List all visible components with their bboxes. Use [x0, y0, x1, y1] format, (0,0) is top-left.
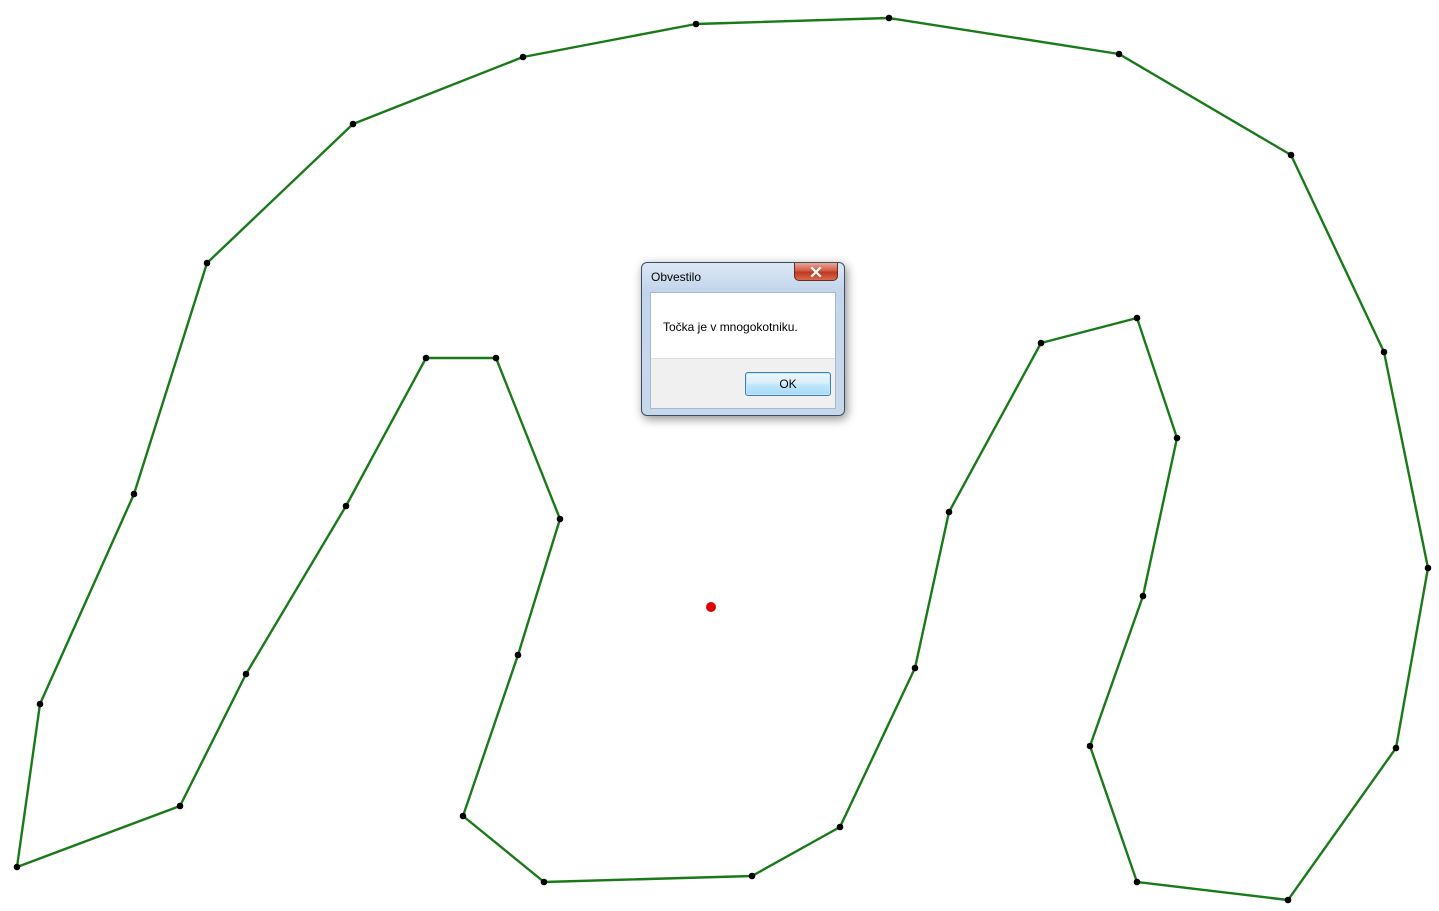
vertex-point [1115, 50, 1123, 58]
vertex-point [176, 802, 184, 810]
message-dialog: Obvestilo Točka je v mnogokotniku. OK [641, 262, 845, 416]
vertex-point [1133, 314, 1141, 322]
ok-button[interactable]: OK [745, 372, 831, 396]
vertex-point [519, 53, 527, 61]
vertex-point [945, 508, 953, 516]
vertex-point [748, 872, 756, 880]
vertex-point [130, 490, 138, 498]
vertex-point [1424, 564, 1432, 572]
vertex-point [1133, 878, 1141, 886]
vertex-point [349, 120, 357, 128]
dialog-body: Točka je v mnogokotniku. OK [650, 292, 836, 409]
dialog-footer: OK [651, 358, 835, 408]
vertex-point [1287, 151, 1295, 159]
vertex-point [885, 14, 893, 22]
vertex-point [692, 20, 700, 28]
vertex-point [459, 812, 467, 820]
vertex-point [242, 670, 250, 678]
dialog-title: Obvestilo [651, 270, 702, 284]
vertex-point [1173, 434, 1181, 442]
vertex-point [36, 700, 44, 708]
query-point [706, 602, 716, 612]
polygon-vertices [13, 14, 1432, 904]
vertex-point [1037, 339, 1045, 347]
vertex-point [342, 502, 350, 510]
dialog-message: Točka je v mnogokotniku. [663, 320, 798, 334]
vertex-point [1392, 744, 1400, 752]
vertex-point [1380, 348, 1388, 356]
vertex-point [540, 878, 548, 886]
close-x-icon [810, 266, 822, 277]
vertex-point [203, 259, 211, 267]
vertex-point [492, 354, 500, 362]
polygon-outline [15, 16, 1430, 902]
close-button[interactable] [794, 263, 838, 281]
vertex-point [514, 651, 522, 659]
vertex-point [1139, 592, 1147, 600]
vertex-point [1086, 742, 1094, 750]
vertex-point [556, 515, 564, 523]
vertex-point [422, 354, 430, 362]
vertex-point [836, 823, 844, 831]
vertex-point [1284, 896, 1292, 904]
vertex-point [13, 863, 21, 871]
vertex-point [911, 664, 919, 672]
